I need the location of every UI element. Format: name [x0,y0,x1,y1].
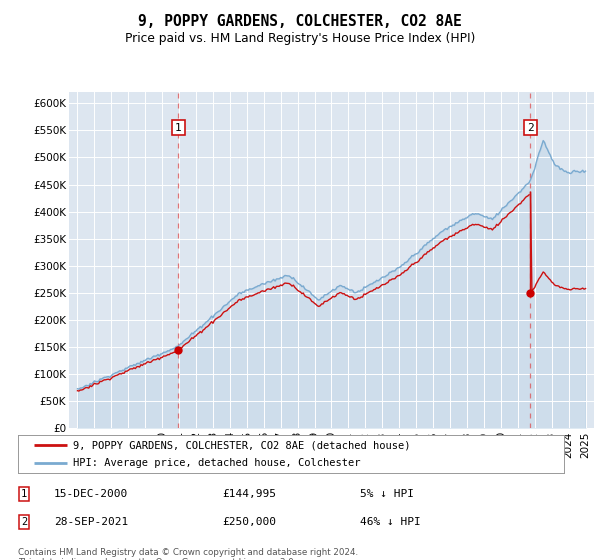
Text: 2: 2 [21,517,27,527]
Text: 9, POPPY GARDENS, COLCHESTER, CO2 8AE: 9, POPPY GARDENS, COLCHESTER, CO2 8AE [138,14,462,29]
Text: 46% ↓ HPI: 46% ↓ HPI [360,517,421,527]
Text: £144,995: £144,995 [222,489,276,499]
Text: 1: 1 [21,489,27,499]
Text: 2: 2 [527,123,534,133]
Text: HPI: Average price, detached house, Colchester: HPI: Average price, detached house, Colc… [73,458,360,468]
Text: 28-SEP-2021: 28-SEP-2021 [54,517,128,527]
Text: £250,000: £250,000 [222,517,276,527]
Text: 5% ↓ HPI: 5% ↓ HPI [360,489,414,499]
Text: 1: 1 [175,123,182,133]
Text: 15-DEC-2000: 15-DEC-2000 [54,489,128,499]
Text: Contains HM Land Registry data © Crown copyright and database right 2024.
This d: Contains HM Land Registry data © Crown c… [18,548,358,560]
Text: Price paid vs. HM Land Registry's House Price Index (HPI): Price paid vs. HM Land Registry's House … [125,32,475,45]
Text: 9, POPPY GARDENS, COLCHESTER, CO2 8AE (detached house): 9, POPPY GARDENS, COLCHESTER, CO2 8AE (d… [73,440,410,450]
